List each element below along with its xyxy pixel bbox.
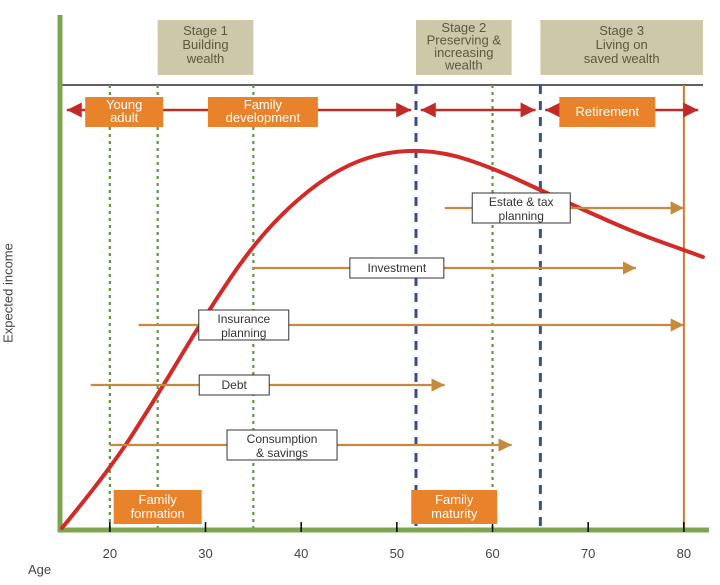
svg-text:Estate & tax: Estate & tax [489, 195, 554, 209]
svg-text:planning: planning [499, 209, 544, 223]
svg-text:development: development [226, 110, 301, 125]
svg-text:maturity: maturity [431, 506, 478, 521]
svg-text:50: 50 [390, 546, 404, 561]
chart-svg: Stage 1BuildingwealthStage 2Preserving &… [0, 0, 720, 585]
svg-text:Living on: Living on [596, 37, 648, 52]
svg-text:Stage 1: Stage 1 [183, 23, 228, 38]
svg-text:Debt: Debt [222, 378, 248, 392]
svg-text:wealth: wealth [444, 58, 483, 73]
svg-text:planning: planning [221, 326, 266, 340]
svg-text:60: 60 [485, 546, 499, 561]
svg-text:& savings: & savings [256, 446, 308, 460]
svg-text:Stage 3: Stage 3 [599, 23, 644, 38]
svg-text:formation: formation [131, 506, 185, 521]
svg-text:Family: Family [139, 492, 178, 507]
svg-text:Investment: Investment [367, 261, 426, 275]
svg-text:Retirement: Retirement [576, 104, 640, 119]
x-axis-label: Age [28, 562, 51, 577]
svg-text:40: 40 [294, 546, 308, 561]
svg-text:Consumption: Consumption [247, 432, 318, 446]
svg-text:Insurance: Insurance [217, 312, 270, 326]
svg-text:Family: Family [435, 492, 474, 507]
financial-lifecycle-chart: Expected income Age Stage 1Buildingwealt… [0, 0, 720, 585]
svg-text:30: 30 [198, 546, 212, 561]
svg-text:Building: Building [182, 37, 228, 52]
svg-text:wealth: wealth [186, 51, 225, 66]
svg-text:80: 80 [677, 546, 691, 561]
svg-text:70: 70 [581, 546, 595, 561]
svg-text:saved wealth: saved wealth [584, 51, 660, 66]
svg-text:20: 20 [103, 546, 117, 561]
y-axis-label: Expected income [1, 243, 16, 343]
svg-text:adult: adult [110, 110, 139, 125]
